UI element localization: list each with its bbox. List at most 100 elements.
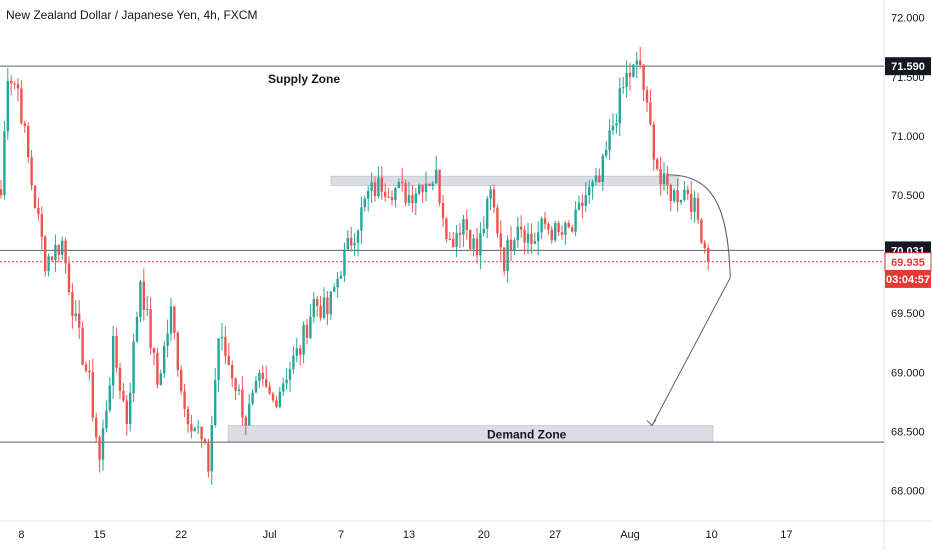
candle-body [176, 332, 179, 370]
candle-body [295, 348, 298, 356]
candle-body [275, 400, 278, 407]
candle-body [244, 417, 247, 426]
candle-body [0, 189, 3, 196]
candle-body [479, 233, 482, 256]
candle-body [520, 226, 523, 230]
candle-body [656, 159, 659, 169]
candle-body [373, 182, 377, 197]
candle-body [88, 370, 91, 373]
candle-body [469, 229, 472, 250]
candle-body [37, 207, 40, 215]
x-tick-label: Aug [620, 529, 640, 541]
candle-body [598, 175, 601, 183]
candle-body [591, 181, 594, 187]
candle-body [210, 425, 213, 472]
candle-body [33, 185, 37, 208]
candle-body [448, 238, 451, 240]
candle-body [486, 198, 489, 229]
candle-body [703, 242, 706, 249]
candle-body [662, 173, 666, 185]
candle-body [319, 305, 322, 318]
candle-body [135, 317, 139, 342]
candle-body [394, 188, 397, 201]
candle-body [282, 383, 285, 392]
candle-body [333, 287, 336, 292]
candle-body [54, 244, 57, 260]
y-tick-label: 72.000 [891, 13, 925, 25]
candle-body [71, 292, 74, 317]
candle-body [438, 169, 441, 203]
candle-body [676, 190, 679, 203]
candle-body [6, 80, 9, 132]
candle-body [67, 263, 71, 293]
candle-body [285, 379, 288, 384]
candle-body [132, 341, 135, 394]
candle-body [431, 183, 434, 187]
candle-body [217, 338, 220, 381]
candle-body [472, 238, 475, 250]
candle-body [526, 233, 530, 243]
candle-body [353, 242, 356, 246]
candle-body [411, 195, 414, 204]
candle-body [122, 391, 125, 401]
candle-body [455, 232, 458, 248]
candle-body [492, 189, 496, 208]
candle-body [149, 309, 152, 349]
candle-body [237, 389, 241, 391]
candle-body [513, 240, 516, 251]
candle-body [180, 369, 183, 392]
x-tick-label: 22 [175, 529, 187, 541]
candle-body [224, 336, 227, 356]
candle-body [248, 403, 251, 426]
x-tick-label: 7 [338, 529, 344, 541]
candle-body [3, 131, 6, 196]
candle-body [537, 232, 540, 242]
candle-body [183, 391, 186, 410]
candle-body [163, 345, 166, 374]
candle-body [571, 227, 574, 232]
candle-body [363, 198, 366, 208]
candle-body [227, 355, 230, 365]
demand-zone-box [227, 425, 714, 443]
candle-body [241, 389, 244, 418]
candle-body [380, 177, 383, 192]
candle-body [554, 223, 557, 241]
candle-body [428, 183, 431, 187]
candle-body [496, 207, 499, 234]
candle-body [302, 324, 305, 355]
candle-body [47, 256, 50, 272]
candle-body [115, 336, 118, 368]
candle-body [305, 324, 309, 338]
x-tick-label: 15 [93, 529, 105, 541]
supply-zone-label: Supply Zone [268, 72, 340, 86]
candle-body [611, 125, 615, 131]
x-tick-label: 8 [18, 529, 24, 541]
candle-body [91, 372, 94, 418]
candle-body [690, 193, 693, 212]
candle-body [458, 232, 462, 235]
candle-body [707, 248, 710, 262]
candle-body [567, 222, 570, 228]
candle-body [146, 309, 149, 311]
candle-body [540, 218, 543, 233]
price-label: 03:04:57 [886, 274, 930, 286]
candle-body [112, 336, 115, 386]
candle-body [23, 123, 26, 127]
y-tick-label: 69.500 [891, 308, 925, 320]
candle-body [601, 155, 604, 183]
candle-body [251, 392, 254, 404]
candle-body [693, 197, 696, 212]
candle-body [588, 186, 591, 196]
price-label: 71.590 [891, 61, 925, 73]
candle-body [401, 181, 404, 184]
candle-body [523, 229, 526, 243]
candle-body [594, 175, 598, 182]
candle-body [292, 355, 295, 370]
candle-body [367, 190, 370, 199]
candle-body [489, 189, 492, 199]
candle-body [503, 247, 506, 271]
candle-body [418, 184, 421, 194]
candle-body [622, 87, 625, 89]
